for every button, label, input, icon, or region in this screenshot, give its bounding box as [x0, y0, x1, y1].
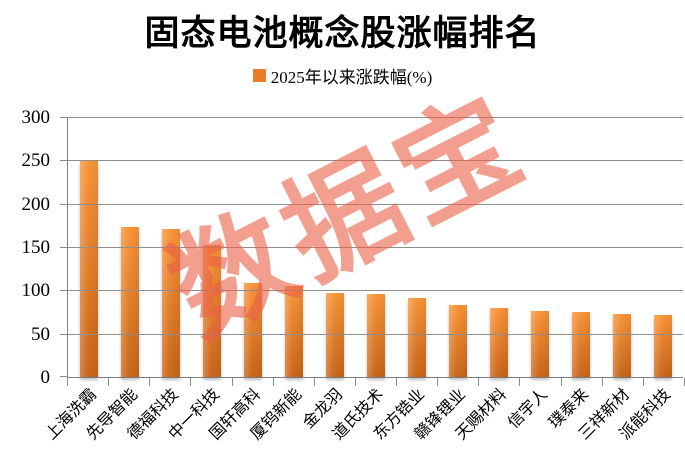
category-cell: 中一科技 — [166, 118, 232, 443]
bar — [120, 226, 139, 377]
category-cell: 道氏技术 — [330, 118, 396, 443]
y-axis-label: 50 — [31, 323, 50, 345]
bar — [530, 310, 549, 377]
y-axis-tickmark — [60, 160, 68, 162]
y-axis-label: 150 — [21, 237, 51, 258]
category-cell: 派能科技 — [617, 118, 683, 443]
y-axis-tickmark — [60, 203, 68, 205]
bar — [366, 294, 385, 377]
y-axis-label: 200 — [21, 193, 51, 215]
category-cell: 德福科技 — [125, 118, 191, 443]
gridline — [68, 290, 683, 292]
category-cell: 金龙羽 — [301, 118, 355, 432]
bar — [161, 228, 180, 377]
bar — [202, 244, 221, 377]
y-axis-tickmark — [60, 290, 68, 292]
bar — [284, 285, 303, 377]
category-cell: 上海洗霸 — [43, 118, 109, 443]
x-axis-tickmark — [67, 378, 68, 386]
y-axis-label: 0 — [40, 367, 51, 388]
bar — [653, 314, 672, 377]
x-axis-tickmark — [642, 378, 644, 386]
x-axis-tickmark — [478, 378, 480, 386]
x-axis-tickmark — [313, 378, 315, 386]
legend-swatch-icon — [252, 69, 266, 82]
x-axis-tickmark — [190, 378, 192, 386]
x-axis-tickmark — [396, 378, 398, 386]
x-axis-tickmark — [272, 378, 274, 386]
category-cell: 三祥新材 — [576, 118, 642, 443]
plot-area: 上海洗霸 先导智能 德福科技 中一科技 国轩高科 厦钨新能 金龙羽 道氏技术 东方锆业 赣锋锂业天… — [43, 117, 683, 443]
x-axis-tickmark — [560, 378, 562, 386]
bar — [612, 313, 631, 377]
y-axis-tickmark — [60, 247, 68, 248]
x-axis-tickmark — [149, 378, 151, 386]
category-cell: 璞泰来 — [547, 118, 601, 432]
category-cell: 国轩高科 — [207, 118, 273, 443]
bars-row: 上海洗霸 先导智能 德福科技 中一科技 国轩高科 厦钨新能 金龙羽 道氏技术 东方锆业 赣锋锂业天… — [43, 118, 683, 443]
x-axis-tickmark — [437, 378, 439, 386]
y-axis-tickmark — [60, 117, 68, 118]
bar — [79, 161, 98, 377]
category-cell: 厦钨新能 — [248, 118, 314, 443]
bar — [407, 297, 426, 377]
gridline — [68, 160, 683, 162]
bar — [325, 293, 344, 377]
y-axis-label: 250 — [21, 150, 51, 172]
legend-label: 2025年以来涨跌幅(%) — [270, 68, 433, 87]
gridline — [68, 333, 683, 335]
x-axis-tickmark — [601, 378, 603, 386]
x-axis-ticks — [67, 378, 685, 386]
x-axis-tickmark — [108, 378, 110, 386]
legend: 2025年以来涨跌幅(%) — [0, 63, 685, 88]
y-axis-tickmark — [60, 333, 68, 335]
y-axis-label: 100 — [21, 280, 51, 302]
category-cell: 东方锆业 — [371, 118, 437, 443]
bar — [489, 307, 508, 377]
gridline — [68, 117, 683, 118]
x-axis-tickmark — [231, 378, 233, 386]
gridline — [68, 247, 683, 248]
y-axis-label: 300 — [21, 107, 51, 128]
category-cell: 赣锋锂业 — [412, 118, 478, 443]
category-cell: 信宇人 — [506, 118, 560, 432]
y-axis-tickmark — [60, 376, 68, 377]
x-axis-tickmark — [354, 378, 356, 386]
bar — [448, 305, 467, 377]
category-label: 信宇人 — [505, 386, 552, 432]
gridline — [68, 203, 683, 205]
x-axis-tickmark — [519, 378, 521, 386]
chart-title: 固态电池概念股涨幅排名 — [144, 14, 541, 53]
category-cell: 先导智能 — [84, 118, 150, 443]
bar — [571, 312, 590, 377]
category-cell: 天赐材料 — [453, 118, 519, 443]
bar — [243, 282, 262, 377]
